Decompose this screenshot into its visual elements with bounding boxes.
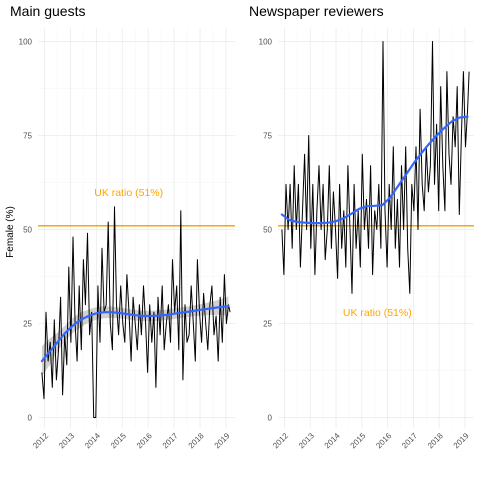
y-tick-label: 0 xyxy=(268,414,273,423)
x-tick-label: 2017 xyxy=(400,431,419,450)
x-tick-label: 2018 xyxy=(426,431,445,450)
x-tick-label: 2015 xyxy=(349,431,368,450)
grid-newspaper-reviewers xyxy=(278,28,474,428)
uk-ratio-label-main-guests: UK ratio (51%) xyxy=(94,187,163,199)
panel-title-main-guests: Main guests xyxy=(10,3,85,19)
raw-series-newspaper-reviewers xyxy=(281,41,470,294)
x-tick-label: 2018 xyxy=(187,431,206,450)
grid-main-guests xyxy=(38,28,235,428)
y-axis-title: Female (%) xyxy=(5,206,16,258)
panel-title-newspaper-reviewers: Newspaper reviewers xyxy=(249,3,384,19)
raw-series-line xyxy=(41,206,231,418)
x-tick-label: 2016 xyxy=(374,431,393,450)
y-tick-label: 25 xyxy=(263,320,272,329)
x-tick-label: 2019 xyxy=(452,431,471,450)
y-tick-labels-newspaper-reviewers: 0 25 50 75 100 xyxy=(259,38,273,423)
x-tick-label: 2013 xyxy=(297,431,316,450)
y-tick-label: 25 xyxy=(23,320,32,329)
y-tick-label: 100 xyxy=(259,38,273,47)
x-tick-label: 2015 xyxy=(109,431,128,450)
x-tick-labels-newspaper-reviewers: 2012 2013 2014 2015 2016 2017 2018 2019 xyxy=(271,431,471,450)
x-tick-label: 2012 xyxy=(271,431,290,450)
x-tick-label: 2017 xyxy=(161,431,180,450)
raw-series-main-guests xyxy=(41,206,231,418)
y-tick-label: 50 xyxy=(263,226,272,235)
y-tick-label: 75 xyxy=(263,132,272,141)
raw-series-line xyxy=(281,41,470,294)
smooth-series-line xyxy=(40,305,230,363)
x-tick-label: 2014 xyxy=(83,431,102,450)
x-tick-label: 2014 xyxy=(323,431,342,450)
x-tick-label: 2012 xyxy=(31,431,50,450)
y-tick-label: 75 xyxy=(23,132,32,141)
x-tick-label: 2013 xyxy=(57,431,76,450)
smooth-series-line xyxy=(280,115,469,225)
y-tick-labels-main-guests: 0 25 50 75 100 xyxy=(19,38,33,423)
x-tick-label: 2016 xyxy=(135,431,154,450)
y-tick-label: 50 xyxy=(23,226,32,235)
y-tick-label: 100 xyxy=(19,38,33,47)
x-tick-label: 2019 xyxy=(213,431,232,450)
x-tick-labels-main-guests: 2012 2013 2014 2015 2016 2017 2018 2019 xyxy=(31,431,232,450)
uk-ratio-label-newspaper-reviewers: UK ratio (51%) xyxy=(343,307,412,319)
smooth-series-main-guests xyxy=(40,305,230,363)
smooth-series-newspaper-reviewers xyxy=(280,115,469,225)
y-tick-label: 0 xyxy=(28,414,33,423)
